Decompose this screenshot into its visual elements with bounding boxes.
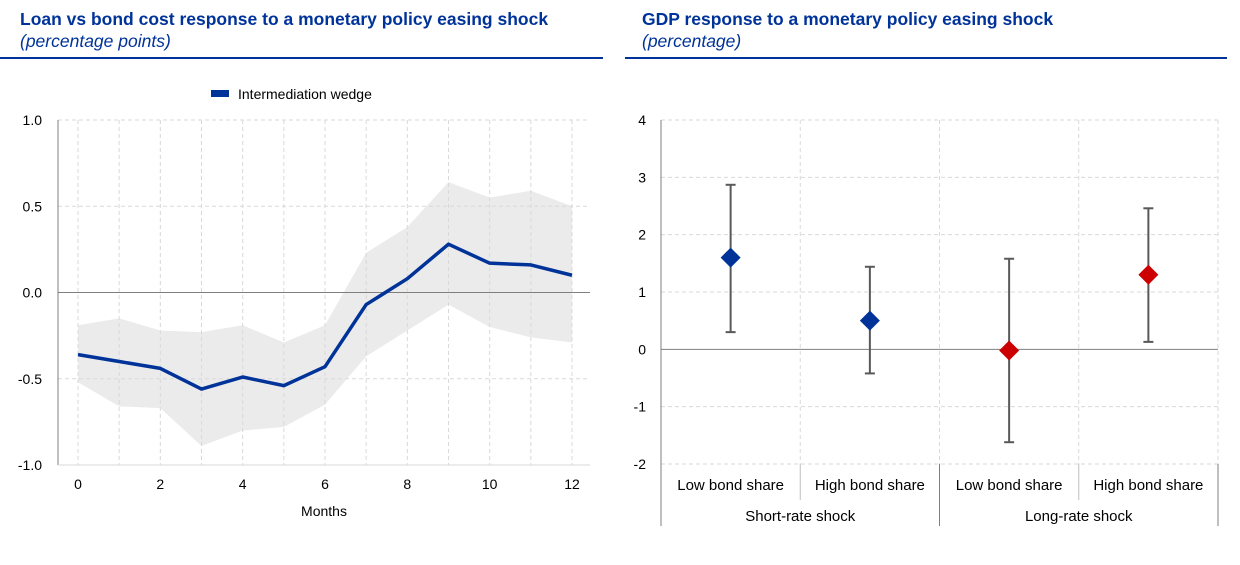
category-label: High bond share — [815, 477, 925, 494]
y-tick-label: -0.5 — [18, 371, 42, 387]
x-axis-label: Months — [301, 503, 347, 519]
category-label: Low bond share — [677, 477, 784, 494]
left-title-rule — [0, 57, 603, 59]
y-tick-label: 2 — [638, 227, 646, 243]
group-label: Short-rate shock — [745, 508, 856, 525]
y-tick-label: 0.0 — [23, 285, 43, 301]
left-chart-title: Loan vs bond cost response to a monetary… — [20, 8, 600, 52]
left-chart: 1.0 0.5 0.0 -0.5 -1.0 0 2 4 6 8 10 12 Months Intermed… — [18, 86, 590, 519]
x-tick-label: 12 — [564, 476, 580, 492]
x-tick-label: 0 — [74, 476, 82, 492]
y-tick-label: 1.0 — [23, 112, 43, 128]
legend-swatch — [211, 90, 229, 97]
left-chart-title-text: Loan vs bond cost response to a monetary… — [20, 9, 549, 29]
category-label: Low bond share — [956, 477, 1063, 494]
left-chart-subtitle: (percentage points) — [20, 31, 171, 51]
y-tick-label: -2 — [634, 456, 647, 472]
y-tick-label: 0 — [638, 341, 646, 357]
right-title-rule — [625, 57, 1227, 59]
point-estimate-marker — [999, 340, 1020, 361]
y-tick-label: 4 — [638, 112, 646, 128]
x-tick-label: 8 — [403, 476, 411, 492]
series-line-intermediation-wedge — [77, 242, 573, 391]
legend-label: Intermediation wedge — [238, 86, 372, 102]
x-tick-label: 4 — [239, 476, 247, 492]
right-chart-subtitle: (percentage) — [642, 31, 742, 51]
y-tick-label: -1.0 — [18, 457, 42, 473]
point-estimate-marker — [859, 310, 880, 331]
y-tick-label: -1 — [634, 399, 647, 415]
y-tick-label: 0.5 — [23, 198, 43, 214]
category-label: High bond share — [1093, 477, 1203, 494]
point-estimate-marker — [1138, 264, 1159, 285]
right-chart-title: GDP response to a monetary policy easing… — [642, 8, 1222, 52]
group-label: Long-rate shock — [1025, 508, 1133, 525]
x-tick-label: 10 — [482, 476, 498, 492]
x-tick-label: 2 — [156, 476, 164, 492]
y-tick-label: 1 — [638, 284, 646, 300]
right-chart-title-text: GDP response to a monetary policy easing… — [642, 9, 1054, 29]
x-tick-label: 6 — [321, 476, 329, 492]
y-tick-label: 3 — [638, 169, 646, 185]
point-estimate-marker — [720, 247, 741, 268]
